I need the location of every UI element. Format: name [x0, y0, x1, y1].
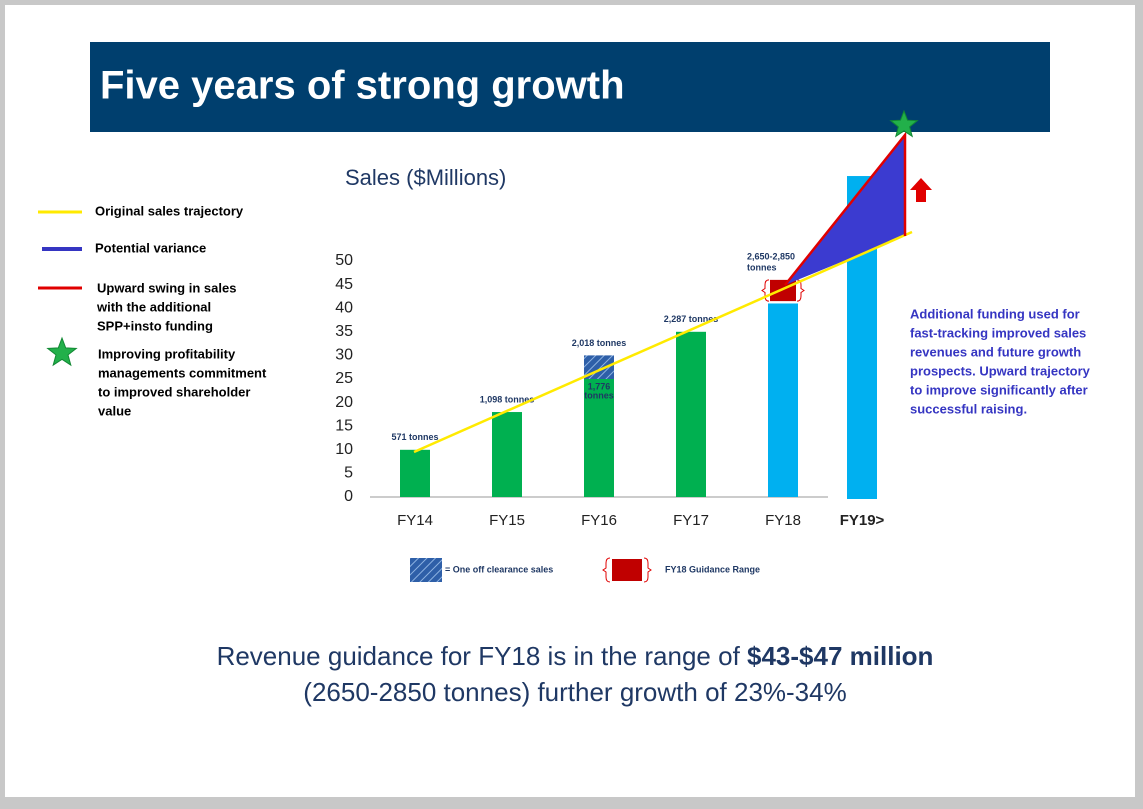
- legend-text: to improved shareholder: [98, 384, 250, 399]
- x-tick-label: FY16: [581, 512, 617, 529]
- legend-notes: Original sales trajectory Potential varia…: [46, 203, 1091, 418]
- side-note: successful raising.: [910, 401, 1027, 416]
- y-tick-label: 50: [335, 252, 353, 269]
- side-note: revenues and future growth: [910, 344, 1081, 359]
- brace: [602, 557, 611, 583]
- side-note: to improve significantly after: [910, 382, 1088, 397]
- y-tick-label: 0: [344, 488, 353, 505]
- legend-text: Improving profitability: [98, 346, 236, 361]
- y-tick-label: 20: [335, 394, 353, 411]
- trajectory-line: [413, 230, 913, 454]
- tonnes-label: tonnes: [747, 262, 777, 272]
- tonnes-label: 2,287 tonnes: [664, 314, 719, 324]
- chart-title: Sales ($Millions): [345, 165, 506, 190]
- legend-text: SPP+insto funding: [97, 318, 213, 333]
- y-tick-label: 10: [335, 441, 353, 458]
- legend-swatch: [612, 559, 642, 581]
- y-tick-label: 40: [335, 299, 353, 316]
- bar: [400, 449, 430, 497]
- bar: [676, 331, 706, 497]
- x-tick-label: FY17: [673, 512, 709, 529]
- brace: [643, 557, 652, 583]
- tonnes-label: 571 tonnes: [391, 432, 438, 442]
- side-note: Additional funding used for: [910, 306, 1080, 321]
- tonnes-label: 2,018 tonnes: [572, 338, 627, 348]
- upward-swing: [784, 131, 907, 286]
- title-bar: [90, 42, 1050, 132]
- footer-line: (2650-2850 tonnes) further growth of 23%…: [303, 677, 846, 707]
- y-tick-label: 45: [335, 276, 353, 293]
- slide-background: [5, 5, 1135, 797]
- y-tick-label: 25: [335, 370, 353, 387]
- star-icon: [889, 109, 919, 138]
- slide-title: Five years of strong growth: [100, 64, 625, 108]
- legend-swatch: [410, 558, 442, 582]
- y-tick-label: 35: [335, 323, 353, 340]
- legend-text: managements commitment: [98, 365, 267, 380]
- legend-text: Original sales trajectory: [95, 203, 244, 218]
- segment-label: 1,776: [588, 381, 611, 391]
- y-tick-label: 5: [344, 465, 353, 482]
- footer-text: Revenue guidance for FY18 is in the rang…: [217, 641, 747, 671]
- tonnes-label: 2,650-2,850: [747, 251, 795, 261]
- legend-label: = One off clearance sales: [445, 564, 553, 574]
- brace: [761, 279, 770, 302]
- chart: 0 5 10 15 20 25 30 35 40 45 50 FY14 571 tonnes FY15 1,…: [335, 109, 932, 583]
- footer-line: Revenue guidance for FY18 is in the rang…: [217, 641, 934, 671]
- x-tick-label: FY14: [397, 512, 433, 529]
- star-icon: [46, 336, 78, 367]
- legend-text: Upward swing in sales: [97, 280, 236, 295]
- guidance-range: [770, 279, 796, 302]
- x-tick-label: FY19>: [840, 512, 885, 529]
- side-note: prospects. Upward trajectory: [910, 363, 1091, 378]
- y-tick-label: 15: [335, 417, 353, 434]
- side-note: fast-tracking improved sales: [910, 325, 1086, 340]
- x-tick-label: FY15: [489, 512, 525, 529]
- bar: [492, 412, 522, 497]
- legend-label: FY18 Guidance Range: [665, 564, 760, 574]
- segment-label: tonnes: [584, 390, 614, 400]
- footer-bold: $43-$47 million: [747, 641, 933, 671]
- legend-text: with the additional: [96, 299, 211, 314]
- bar: [584, 379, 614, 497]
- tonnes-label: 1,098 tonnes: [480, 394, 535, 404]
- legend-text: Potential variance: [95, 240, 206, 255]
- x-tick-label: FY18: [765, 512, 801, 529]
- up-arrow: [910, 178, 932, 202]
- bar: [768, 303, 798, 497]
- y-tick-label: 30: [335, 347, 353, 364]
- legend-text: value: [98, 403, 131, 418]
